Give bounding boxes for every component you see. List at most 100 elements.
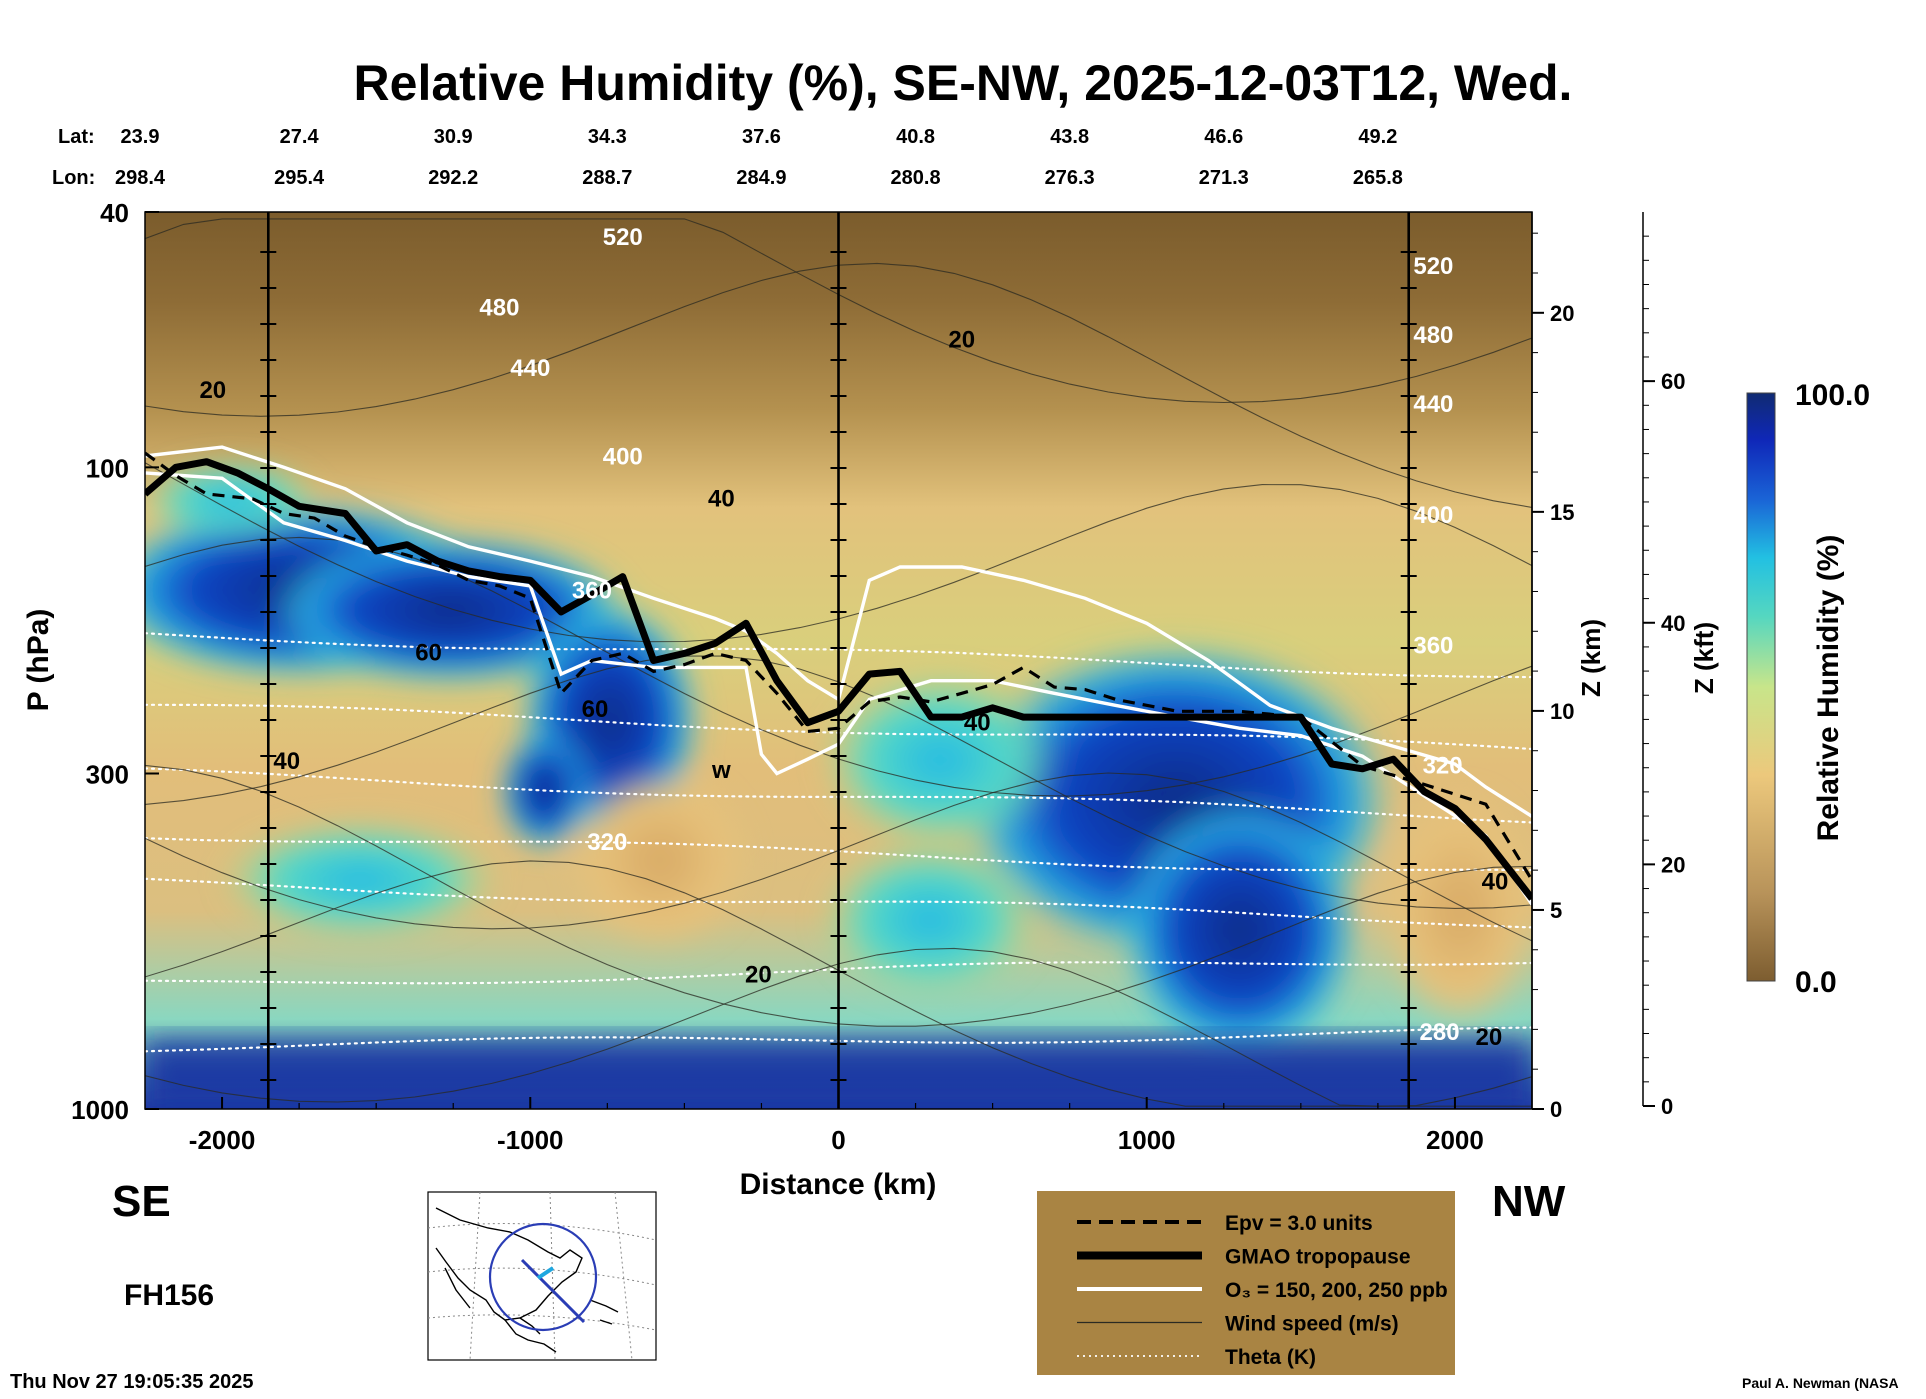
colorbar [1746, 392, 1776, 982]
legend-item-label: GMAO tropopause [1225, 1246, 1411, 1269]
x-axis-label: Distance (km) [740, 1168, 937, 1201]
y-axis-label: P (hPa) [22, 609, 55, 712]
y-tick-label: 100 [86, 453, 129, 483]
theta-label: 400 [1413, 502, 1453, 529]
lon-tick-label: 284.9 [736, 167, 786, 189]
legend-item-label: Wind speed (m/s) [1225, 1313, 1399, 1336]
locator-map-section-line [520, 1258, 586, 1324]
theta-label: 320 [587, 829, 627, 856]
legend-item-label: O₃ = 150, 200, 250 ppb [1225, 1279, 1448, 1302]
rh-dry-region [570, 770, 750, 950]
locator-map-coastlines [435, 1207, 619, 1353]
lat-tick-label: 49.2 [1358, 126, 1397, 148]
chart-title: Relative Humidity (%), SE-NW, 2025-12-03… [354, 55, 1573, 111]
z-km-tick-label: 5 [1550, 898, 1562, 923]
epv-contour [145, 451, 1532, 882]
vertical-markers [260, 212, 1417, 1109]
z-km-tick-label: 0 [1550, 1097, 1562, 1122]
z-km-axis: 0 5 10 15 20 [1531, 212, 1574, 1122]
y-axis: 40 100 300 1000 [71, 198, 159, 1125]
y-tick-label: 1000 [71, 1095, 129, 1125]
x-tick-label: 1000 [1118, 1125, 1176, 1155]
ozone-contour-line [145, 471, 1532, 906]
rh-humid-region [145, 460, 320, 540]
legend: Epv = 3.0 units GMAO tropopause O₃ = 150, … [1037, 1191, 1455, 1375]
lat-tick-label: 27.4 [280, 126, 320, 148]
forecast-hour-label: FH156 [124, 1279, 214, 1312]
tropopause-path [145, 458, 1532, 901]
lon-header-label: Lon: [52, 167, 95, 189]
lon-tick-label: 298.4 [115, 167, 166, 189]
wind-label: 40 [708, 485, 735, 512]
z-kft-axis-label: Z (kft) [1689, 622, 1719, 694]
z-kft-tick-label: 40 [1661, 611, 1685, 636]
rh-moist-region [1120, 800, 1360, 1060]
locator-map [427, 1191, 657, 1361]
z-km-tick-label: 15 [1550, 500, 1574, 525]
theta-label: 520 [1413, 253, 1453, 280]
theta-label: 280 [1420, 1019, 1460, 1046]
lon-tick-label: 276.3 [1045, 167, 1095, 189]
y-tick-label: 300 [86, 759, 129, 789]
colorbar-min-label: 0.0 [1795, 966, 1837, 999]
theta-label: 440 [510, 355, 550, 382]
locator-map-marker [536, 1266, 555, 1280]
nw-label: NW [1492, 1177, 1566, 1226]
legend-item-label: Epv = 3.0 units [1225, 1212, 1373, 1235]
rh-humid-region [220, 820, 500, 940]
contour-labels: 520 480 440 400 360 320 280 520 480 440 400 360 320 2… [199, 224, 1508, 1051]
lon-tick-label: 295.4 [274, 167, 325, 189]
plot-area: 520 480 440 400 360 320 280 520 480 440 400 360 320 2… [145, 212, 1532, 1109]
z-km-tick-label: 20 [1550, 301, 1574, 326]
lat-lon-header: Lat: Lon: 23.9 27.4 30.9 34.3 37.6 40.8 43.8 46.6… [52, 126, 1403, 189]
z-kft-tick-label: 0 [1661, 1094, 1673, 1119]
theta-label: 440 [1413, 391, 1453, 418]
theta-label: 480 [479, 295, 519, 322]
lat-tick-label: 43.8 [1050, 126, 1089, 148]
x-tick-label: 0 [831, 1125, 845, 1155]
lon-tick-label: 265.8 [1353, 167, 1403, 189]
se-label: SE [112, 1177, 171, 1226]
theta-label: 320 [1423, 752, 1463, 779]
lat-header-label: Lat: [58, 126, 95, 148]
lat-tick-label: 23.9 [121, 126, 160, 148]
lon-tick-label: 288.7 [582, 167, 632, 189]
wind-label: 20 [1475, 1024, 1502, 1051]
wind-label: 20 [199, 377, 226, 404]
wind-label: 60 [582, 696, 609, 723]
wind-label: w [711, 757, 731, 784]
timestamp: Thu Nov 27 19:05:35 2025 [10, 1371, 253, 1393]
theta-label: 360 [1413, 632, 1453, 659]
z-km-axis-label: Z (km) [1576, 619, 1606, 697]
z-kft-tick-label: 20 [1661, 852, 1685, 877]
colorbar-max-label: 100.0 [1795, 379, 1870, 412]
x-tick-label: -2000 [189, 1125, 256, 1155]
rh-humid-region [820, 840, 1040, 1000]
wind-label: 40 [1482, 869, 1509, 896]
wind-label: 60 [415, 640, 442, 667]
lon-tick-label: 271.3 [1199, 167, 1249, 189]
wind-label: 40 [273, 748, 300, 775]
theta-label: 520 [603, 224, 643, 251]
legend-item-label: Theta (K) [1225, 1346, 1316, 1369]
lat-tick-label: 30.9 [434, 126, 473, 148]
colorbar-label: Relative Humidity (%) [1812, 535, 1845, 842]
locator-map-circle [488, 1222, 598, 1332]
credit: Paul A. Newman (NASA [1742, 1375, 1899, 1391]
rh-humid-region [820, 670, 1060, 850]
theta-label: 480 [1413, 322, 1453, 349]
lat-tick-label: 37.6 [742, 126, 781, 148]
x-tick-label: -1000 [497, 1125, 564, 1155]
x-axis: -2000 -1000 0 1000 2000 [189, 1097, 1484, 1155]
x-tick-label: 2000 [1426, 1125, 1484, 1155]
z-km-tick-label: 10 [1550, 699, 1574, 724]
lat-tick-label: 46.6 [1204, 126, 1243, 148]
y-tick-label: 40 [100, 198, 129, 228]
z-kft-tick-label: 60 [1661, 369, 1685, 394]
z-kft-axis: 0 20 40 60 [1642, 212, 1685, 1119]
locator-map-gridlines [427, 1191, 657, 1361]
wind-label: 20 [745, 961, 772, 988]
wind-label: 40 [964, 709, 991, 736]
lon-tick-label: 280.8 [891, 167, 941, 189]
